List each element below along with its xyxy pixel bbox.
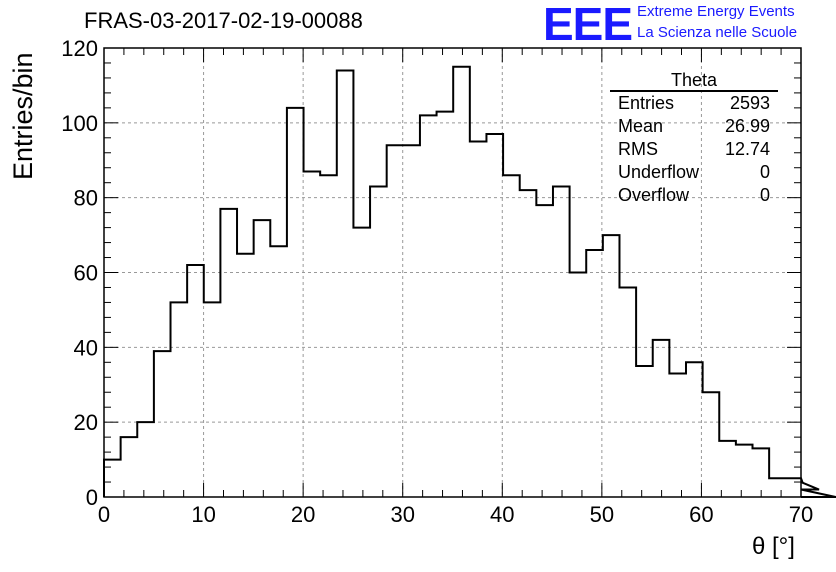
y-axis-label: Entries/bin bbox=[8, 52, 38, 180]
y-tick-label: 40 bbox=[74, 335, 98, 360]
stats-title: Theta bbox=[610, 70, 778, 92]
y-tick-label: 20 bbox=[74, 410, 98, 435]
eee-logo: EEE bbox=[543, 0, 633, 50]
stats-row-overflow: Overflow 0 bbox=[610, 184, 778, 207]
stats-label: Underflow bbox=[618, 162, 700, 182]
x-tick-label: 70 bbox=[789, 502, 813, 527]
stats-label: Entries bbox=[618, 93, 675, 113]
stats-row-underflow: Underflow 0 bbox=[610, 161, 778, 184]
x-tick-label: 20 bbox=[291, 502, 315, 527]
logo-line-1: Extreme Energy Events bbox=[637, 3, 795, 20]
stats-value: 2593 bbox=[729, 93, 770, 113]
x-tick-label: 10 bbox=[191, 502, 215, 527]
stats-label: Overflow bbox=[618, 185, 690, 205]
stats-label: Mean bbox=[618, 116, 664, 136]
y-tick-label: 100 bbox=[61, 111, 98, 136]
x-tick-label: 30 bbox=[390, 502, 414, 527]
stats-row-rms: RMS 12.74 bbox=[610, 138, 778, 161]
histogram-series-line bbox=[103, 65, 836, 498]
y-tick-label: 0 bbox=[86, 485, 98, 510]
y-tick-label: 120 bbox=[61, 36, 98, 61]
x-tick-label: 40 bbox=[490, 502, 514, 527]
x-axis-label: θ [°] bbox=[752, 533, 795, 560]
plot-frame bbox=[103, 47, 802, 498]
stats-row-entries: Entries 2593 bbox=[610, 92, 778, 115]
stats-value: 0 bbox=[759, 185, 770, 205]
y-tick-label: 80 bbox=[74, 186, 98, 211]
stats-row-mean: Mean 26.99 bbox=[610, 115, 778, 138]
logo-line-2: La Scienza nelle Scuole bbox=[637, 24, 798, 41]
stats-value: 26.99 bbox=[724, 116, 770, 136]
stats-value: 12.74 bbox=[724, 139, 770, 159]
x-tick-label: 60 bbox=[689, 502, 713, 527]
stats-value: 0 bbox=[759, 162, 770, 182]
y-tick-label: 60 bbox=[74, 261, 98, 286]
chart-title: FRAS-03-2017-02-19-00088 bbox=[84, 8, 363, 33]
x-tick-label: 50 bbox=[590, 502, 614, 527]
x-tick-label: 0 bbox=[98, 502, 110, 527]
stats-label: RMS bbox=[618, 139, 658, 159]
stats-box: Theta Entries 2593 Mean 26.99 RMS 12.74 … bbox=[610, 70, 778, 207]
